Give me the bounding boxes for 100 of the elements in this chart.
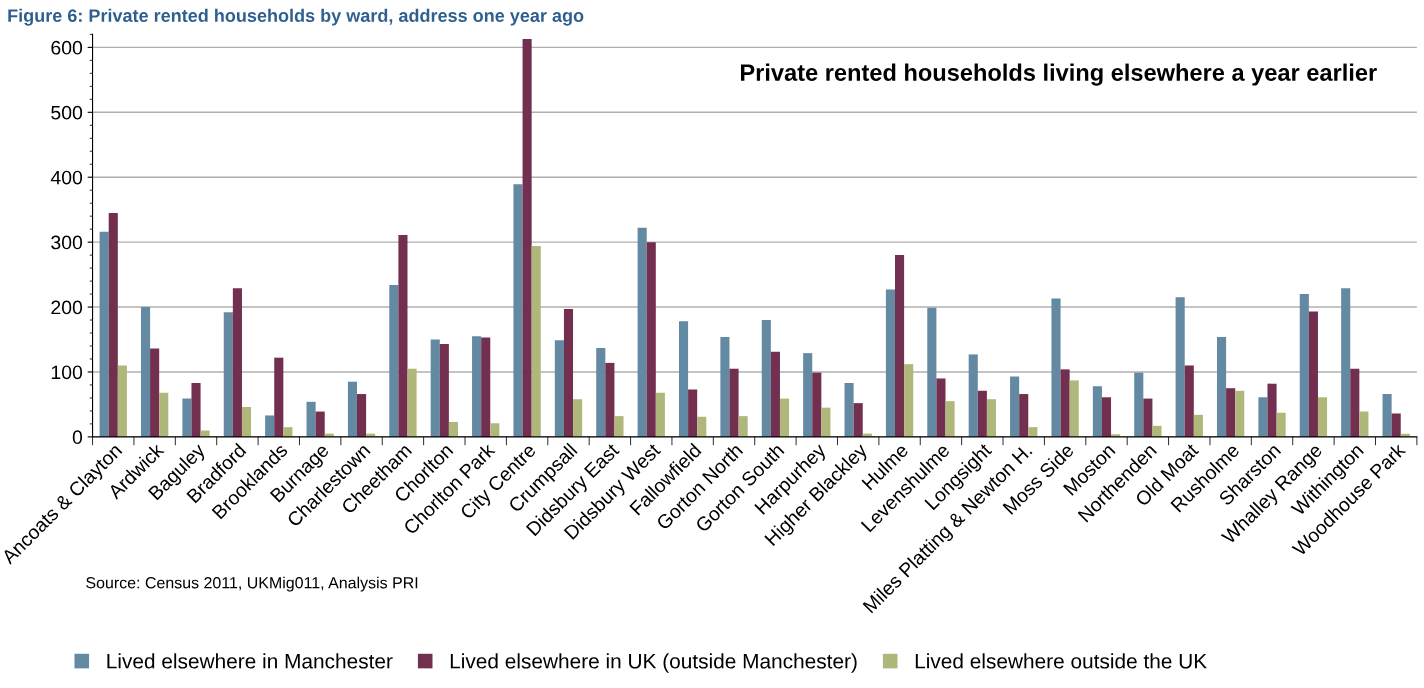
bar <box>490 423 500 437</box>
bar <box>655 392 665 437</box>
bar <box>513 184 523 437</box>
bar <box>140 307 151 437</box>
bar <box>720 336 730 437</box>
y-tick-label: 400 <box>50 170 83 185</box>
bar <box>844 383 854 437</box>
bar <box>563 309 574 437</box>
bar <box>1359 411 1369 437</box>
bar <box>99 231 109 437</box>
bar <box>821 407 831 437</box>
y-tick-label: 600 <box>51 40 83 55</box>
bar <box>306 401 316 437</box>
bar <box>357 394 367 437</box>
chart-title: Figure 6: Private rented households by ward, address one year ago <box>8 8 584 26</box>
legend-label: Lived elsewhere outside the UK <box>915 653 1207 669</box>
bar <box>1341 288 1351 437</box>
bar <box>1010 376 1020 437</box>
bar <box>614 416 624 437</box>
bar <box>678 321 689 437</box>
bar <box>986 399 996 437</box>
bar <box>1069 380 1079 437</box>
bar <box>274 357 284 437</box>
bar <box>812 372 822 437</box>
bar <box>481 337 491 437</box>
bar <box>688 389 698 437</box>
bar <box>936 378 946 437</box>
y-tick-label: 0 <box>72 430 83 445</box>
bar <box>398 234 408 437</box>
bar <box>472 336 482 437</box>
bar <box>1308 311 1318 437</box>
bar <box>389 284 399 437</box>
bar <box>232 288 242 437</box>
bar <box>108 212 118 437</box>
bar <box>430 339 440 437</box>
bar <box>1028 427 1038 437</box>
bar <box>1134 372 1144 437</box>
y-tick-label: 100 <box>51 365 83 380</box>
bar <box>191 383 201 437</box>
legend-label: Lived elsewhere in Manchester <box>107 653 393 669</box>
bar <box>853 403 863 437</box>
bar <box>522 38 532 437</box>
bar <box>596 347 606 437</box>
bar <box>265 415 275 437</box>
bar <box>182 398 192 437</box>
bar <box>803 353 813 437</box>
bar <box>895 255 905 437</box>
bar <box>407 368 417 437</box>
bar <box>117 365 127 437</box>
bar <box>770 351 780 437</box>
bar <box>159 392 169 437</box>
bar <box>1382 394 1392 437</box>
bar <box>605 362 615 437</box>
bar <box>200 430 210 437</box>
bar <box>223 312 233 437</box>
bar <box>738 416 748 437</box>
bar <box>1051 298 1061 437</box>
bar <box>779 398 790 437</box>
bar <box>729 368 739 437</box>
bar <box>573 399 583 437</box>
bar <box>885 289 896 437</box>
bar <box>697 416 707 437</box>
bar <box>1317 397 1328 437</box>
bar <box>1350 368 1360 437</box>
bar <box>554 340 564 437</box>
y-tick-label: 300 <box>51 235 83 250</box>
bar <box>1060 369 1070 437</box>
bar <box>1152 425 1162 437</box>
bar <box>315 411 325 437</box>
bar <box>1391 413 1401 437</box>
bar <box>1193 414 1203 437</box>
bar <box>448 421 458 437</box>
bar <box>761 320 771 437</box>
bar <box>1226 388 1236 437</box>
bar <box>1276 412 1286 437</box>
bar <box>1216 336 1227 437</box>
bar <box>150 348 160 437</box>
bar <box>968 354 978 437</box>
y-tick-label: 200 <box>51 300 83 315</box>
bar <box>1019 394 1029 437</box>
bar <box>1267 383 1277 437</box>
bar <box>1175 297 1185 437</box>
bar <box>1258 397 1268 437</box>
bar <box>347 381 358 437</box>
y-tick-label: 500 <box>51 105 83 120</box>
annotation: Private rented households living elsewhere a year earlier <box>741 63 1377 86</box>
bar <box>945 401 955 437</box>
bar <box>927 307 937 437</box>
bar <box>1101 397 1112 437</box>
bar <box>646 242 656 437</box>
bar <box>241 407 252 437</box>
bar <box>531 246 541 437</box>
bar <box>977 390 987 437</box>
bar <box>1092 386 1102 437</box>
bar <box>439 344 449 437</box>
bar <box>1235 390 1245 437</box>
bar <box>1299 294 1309 437</box>
legend-label: Lived elsewhere in UK (outside Manchester) <box>450 653 857 673</box>
bar <box>1184 365 1194 437</box>
source-note: Source: Census 2011, UKMig011, Analysis PRI <box>86 576 418 592</box>
